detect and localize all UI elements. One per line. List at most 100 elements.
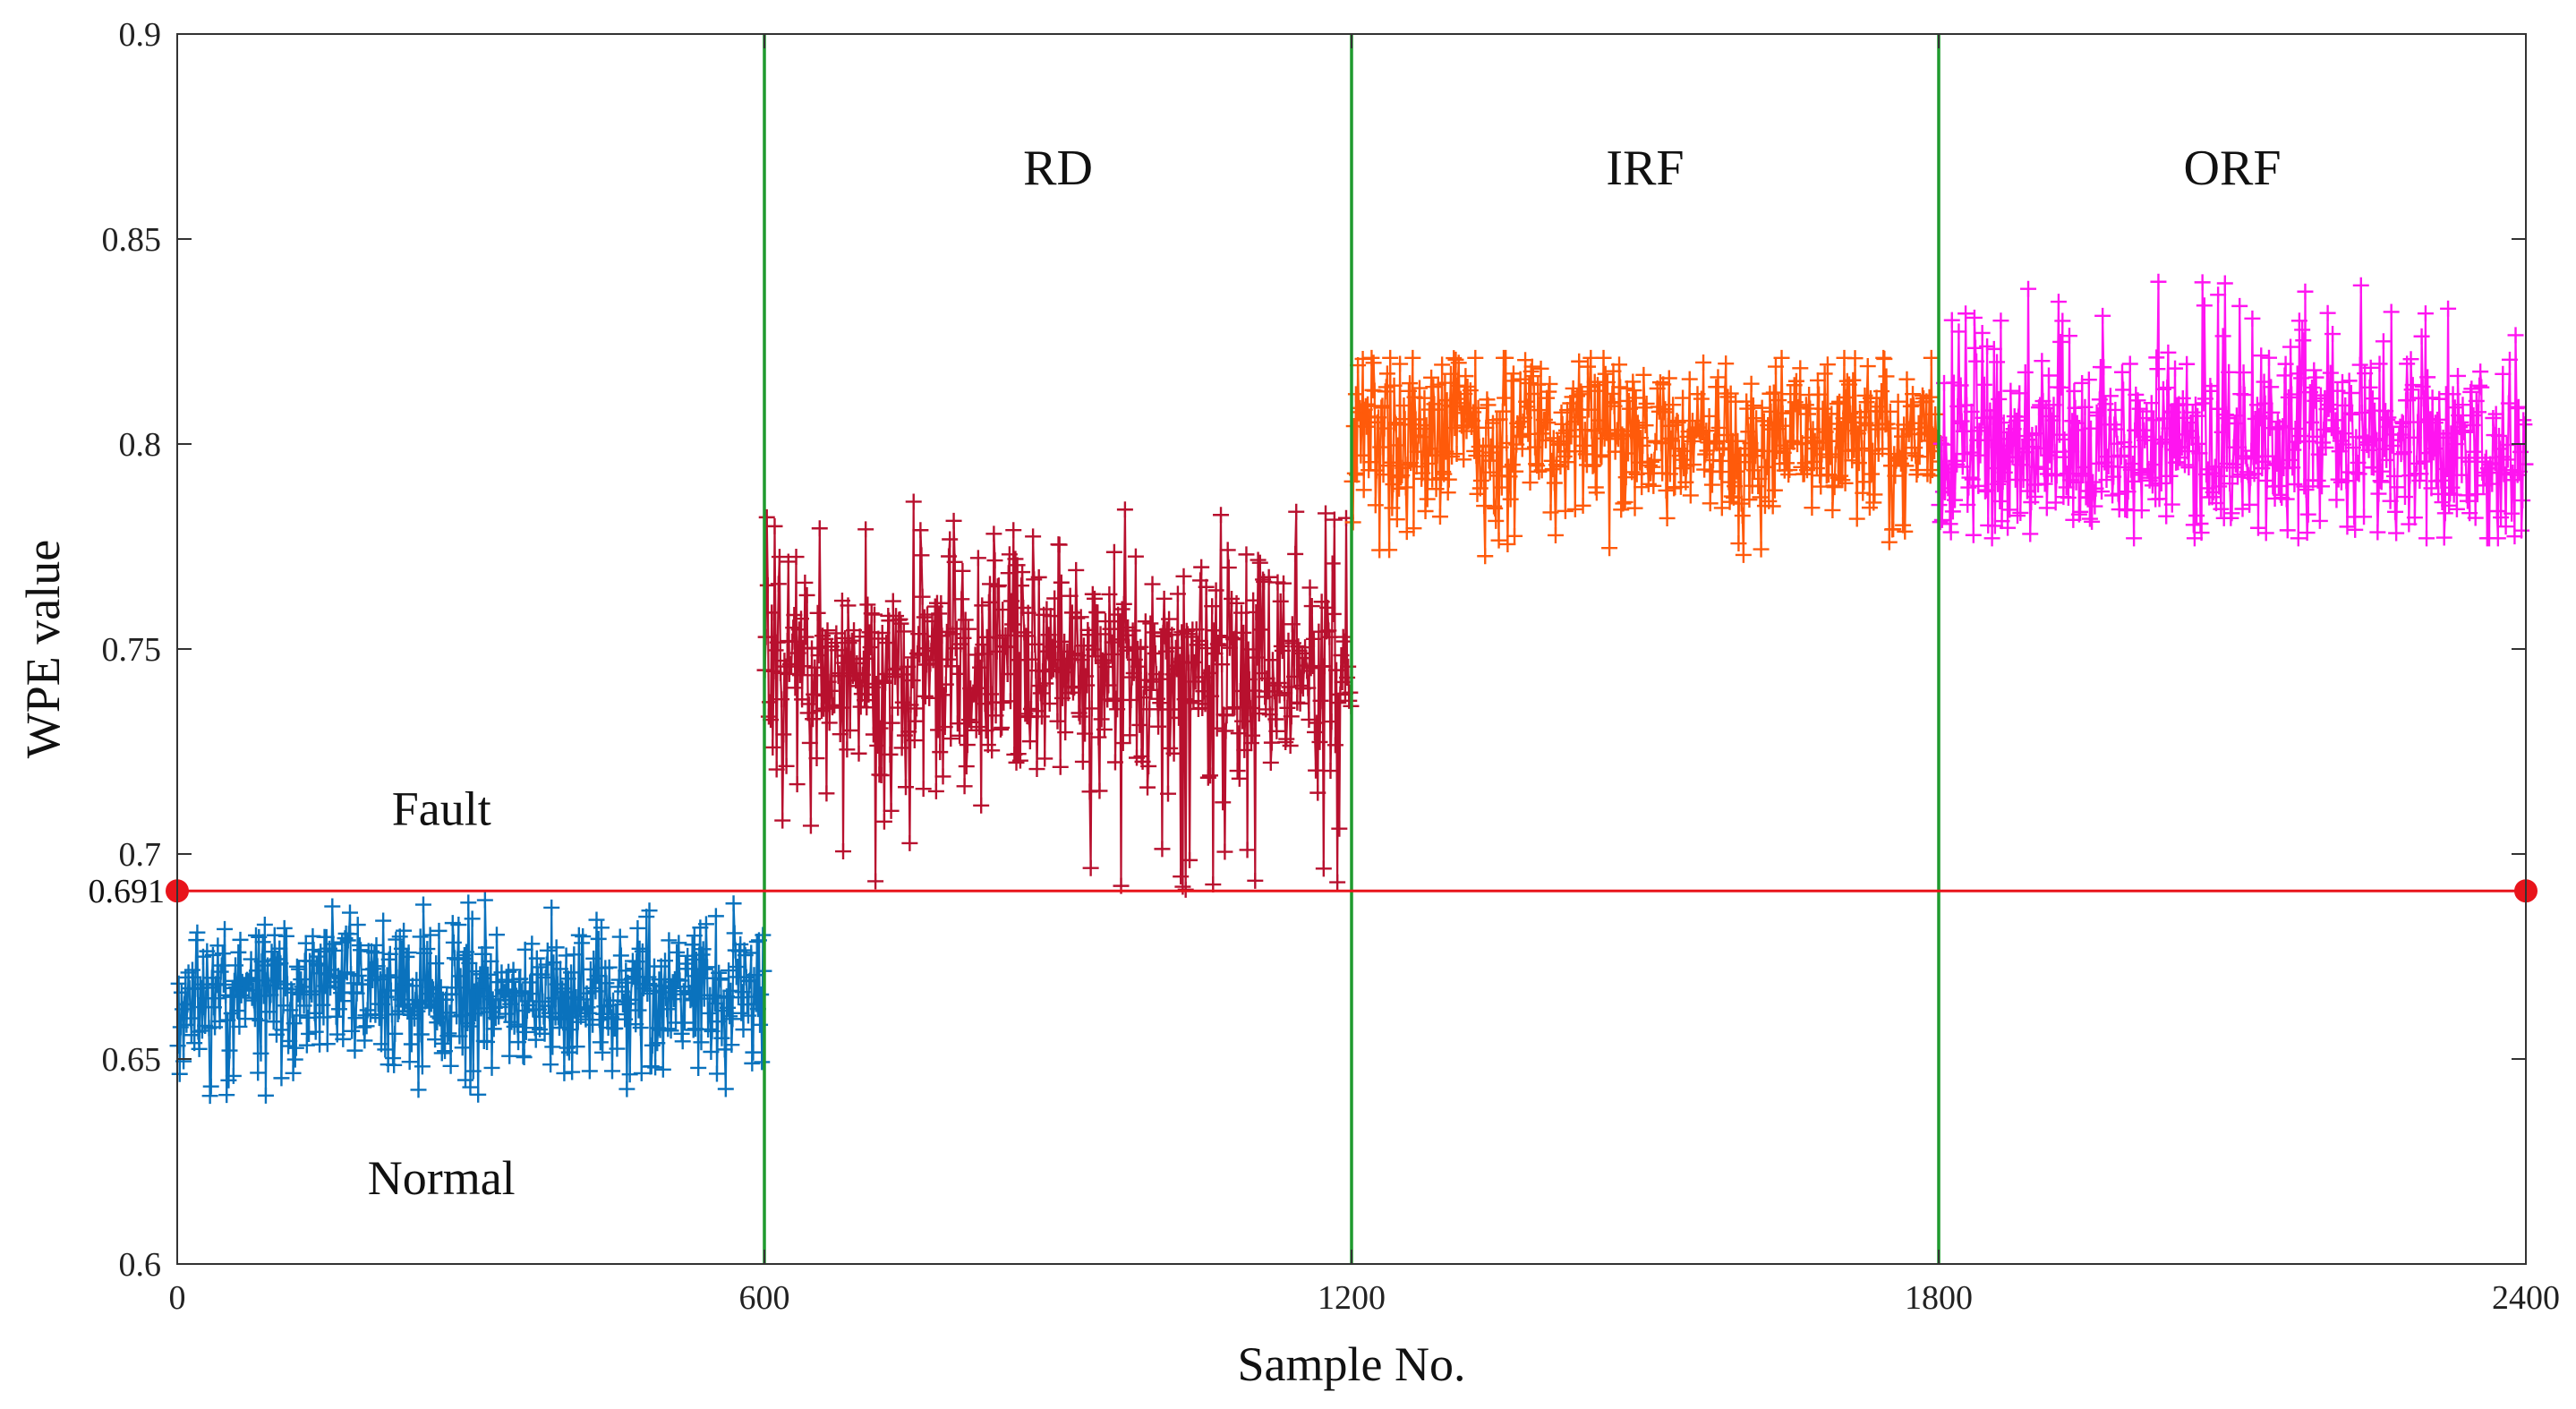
- data-point: [874, 672, 891, 689]
- data-point: [2329, 382, 2346, 399]
- data-point: [564, 1063, 581, 1080]
- data-point: [927, 782, 944, 799]
- data-point: [1859, 358, 1876, 375]
- data-point: [2352, 277, 2369, 294]
- data-point: [1233, 604, 1250, 621]
- data-point: [1727, 478, 1744, 495]
- data-point: [1772, 437, 1789, 454]
- data-point: [791, 667, 808, 684]
- data-point: [2226, 414, 2243, 431]
- data-point: [896, 727, 913, 744]
- data-point: [773, 691, 790, 708]
- data-point: [1115, 595, 1132, 612]
- data-point: [1262, 754, 1279, 771]
- data-point: [601, 959, 618, 976]
- data-point: [1352, 447, 1369, 464]
- data-point: [183, 1027, 200, 1044]
- data-point: [1211, 628, 1228, 645]
- series-orf: [1931, 273, 2534, 547]
- data-point: [1532, 360, 1549, 377]
- data-point: [295, 997, 312, 1014]
- data-point: [232, 931, 249, 948]
- data-point: [553, 1011, 570, 1028]
- data-point: [945, 512, 962, 529]
- data-point: [769, 634, 786, 651]
- data-point: [1847, 350, 1864, 367]
- data-point: [1056, 633, 1073, 650]
- data-point: [485, 1020, 502, 1038]
- data-point: [2314, 478, 2331, 495]
- data-point: [1547, 526, 1564, 543]
- data-point: [382, 982, 399, 999]
- data-point: [250, 1064, 267, 1081]
- data-point: [1598, 424, 1615, 441]
- data-point: [1955, 423, 1972, 440]
- data-point: [1171, 709, 1188, 726]
- data-point: [839, 741, 856, 758]
- data-point: [936, 719, 953, 736]
- data-point: [1085, 641, 1102, 658]
- data-point: [1122, 691, 1139, 708]
- data-point: [1326, 511, 1343, 528]
- data-point: [2071, 503, 2088, 520]
- data-point: [1106, 754, 1123, 771]
- data-point: [1978, 482, 1995, 499]
- data-point: [368, 936, 385, 953]
- x-tick-label: 0: [169, 1279, 186, 1317]
- data-point: [1219, 542, 1236, 559]
- y-tick-label: 0.7: [119, 836, 162, 874]
- data-point: [1472, 472, 1489, 489]
- data-point: [2492, 440, 2509, 457]
- data-point: [905, 493, 922, 510]
- data-point: [206, 999, 222, 1016]
- data-point: [260, 977, 277, 994]
- data-point: [1321, 628, 1338, 645]
- data-point: [1971, 423, 1988, 440]
- data-point: [468, 963, 485, 980]
- data-point: [766, 517, 783, 534]
- data-point: [431, 1010, 448, 1027]
- data-point: [913, 547, 930, 564]
- data-point: [2417, 305, 2434, 322]
- data-point: [2485, 409, 2502, 426]
- data-point: [1494, 403, 1511, 420]
- data-point: [1100, 677, 1117, 694]
- data-point: [723, 1037, 740, 1054]
- data-point: [1021, 733, 1038, 750]
- data-point: [1014, 564, 1031, 581]
- data-point: [454, 1039, 471, 1056]
- data-point: [1193, 559, 1210, 576]
- data-point: [2311, 512, 2328, 529]
- data-point: [797, 574, 814, 591]
- data-point: [1511, 429, 1528, 446]
- data-point: [1114, 735, 1131, 752]
- data-point: [1961, 469, 1978, 486]
- data-point: [820, 673, 837, 690]
- data-point: [1600, 426, 1616, 443]
- data-point: [2120, 439, 2137, 456]
- data-point: [1417, 503, 1434, 520]
- data-point: [886, 669, 903, 686]
- data-point: [1388, 511, 1405, 528]
- data-point: [2236, 387, 2253, 404]
- data-point: [1762, 403, 1779, 420]
- data-point: [1418, 417, 1435, 434]
- data-point: [396, 922, 413, 939]
- data-point: [1144, 576, 1161, 593]
- data-point: [855, 650, 872, 667]
- data-point: [1604, 385, 1621, 402]
- data-point: [2053, 379, 2070, 396]
- data-point: [977, 696, 994, 713]
- data-point: [819, 622, 836, 639]
- data-point: [753, 986, 770, 1003]
- data-point: [2444, 479, 2461, 496]
- data-point: [703, 1043, 720, 1060]
- data-point: [1148, 690, 1165, 707]
- data-point: [1362, 454, 1379, 471]
- data-point: [1775, 444, 1792, 461]
- data-point: [1049, 713, 1066, 730]
- data-point: [1622, 400, 1639, 417]
- data-point: [1404, 349, 1421, 366]
- data-point: [441, 1004, 458, 1021]
- data-point: [2469, 404, 2486, 421]
